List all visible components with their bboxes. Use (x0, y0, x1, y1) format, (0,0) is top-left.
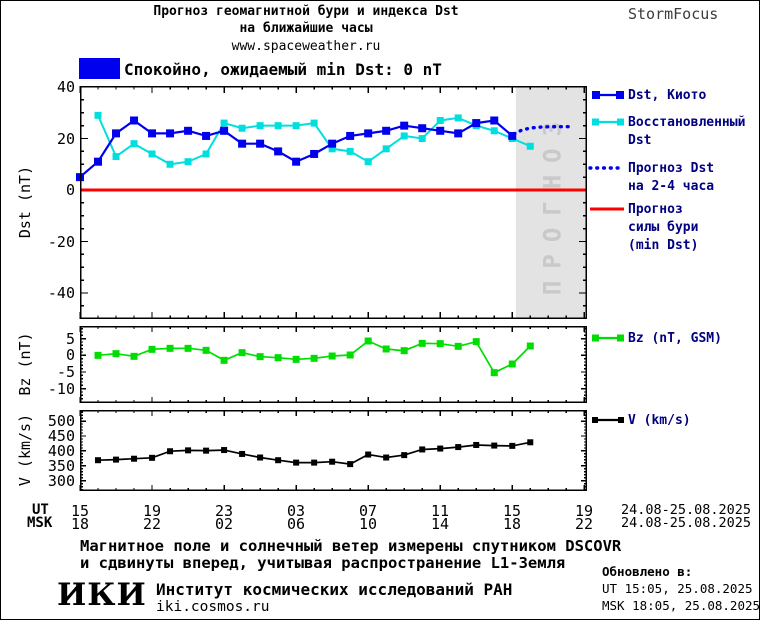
footer-note-line1: Магнитное поле и солнечный ветер измерен… (80, 537, 622, 555)
dst-plot: ПРОГНОЗ (76, 86, 587, 319)
restored-dst-swatch (592, 118, 624, 126)
v-plot (79, 410, 587, 492)
v-y-axis-title: V (km/s) (16, 413, 34, 486)
msk-row-label: MSK (27, 515, 53, 531)
dst-kyoto-swatch (592, 91, 624, 99)
iki-logo: ИКИ (57, 577, 147, 613)
storm-level-color-swatch (79, 58, 120, 79)
updated-msk: MSK 18:05, 25.08.2025 (602, 598, 760, 613)
legend-bz: Bz (nT, GSM) (628, 331, 722, 346)
legend-restored-line2: Dst (628, 133, 652, 148)
legend-storm-line1: Прогноз (628, 202, 683, 217)
forecast-watermark: ПРОГНОЗ (538, 110, 566, 295)
msk-date-range: 24.08-25.08.2025 (621, 515, 752, 531)
legend-restored-line1: Восстановленный (628, 115, 746, 130)
bz-swatch (592, 334, 624, 342)
updated-label: Обновлено в: (602, 564, 693, 579)
forecast-dst-swatch (588, 166, 625, 170)
institute-name: Институт космических исследований РАН (156, 580, 513, 599)
series-прогноз-dst-на-2-4-часа (512, 125, 574, 136)
ut-row-label: UT (32, 502, 49, 518)
footer-note-line2: и сдвинуты вперед, учитывая распростране… (80, 554, 566, 572)
ut-date-range: 24.08-25.08.2025 (621, 502, 752, 518)
updated-ut: UT 15:05, 25.08.2025 (602, 581, 753, 596)
storm-status-text: Спокойно, ожидаемый min Dst: 0 nT (124, 60, 442, 79)
legend-forecast-line2: на 2-4 часа (628, 179, 715, 194)
page-title-line2: на ближайшие часы (239, 21, 373, 36)
brand-label: StormFocus (628, 5, 719, 23)
institute-website[interactable]: iki.cosmos.ru (156, 599, 270, 615)
dst-y-axis-title: Dst (nT) (16, 165, 34, 238)
legend-storm-line2: силы бури (628, 220, 699, 235)
v-swatch (592, 417, 624, 423)
legend-forecast-line1: Прогноз Dst (628, 161, 715, 176)
website-link[interactable]: www.spaceweather.ru (231, 39, 381, 54)
storm-forecast-swatch (590, 207, 624, 211)
legend-dst-kyoto: Dst, Киото (628, 88, 707, 103)
page-title-line1: Прогноз геомагнитной бури и индекса Dst (153, 4, 459, 19)
legend-v: V (km/s) (628, 413, 691, 428)
bz-plot (79, 326, 587, 404)
legend-storm-line3: (min Dst) (628, 238, 699, 253)
forecast-region (515, 87, 586, 318)
